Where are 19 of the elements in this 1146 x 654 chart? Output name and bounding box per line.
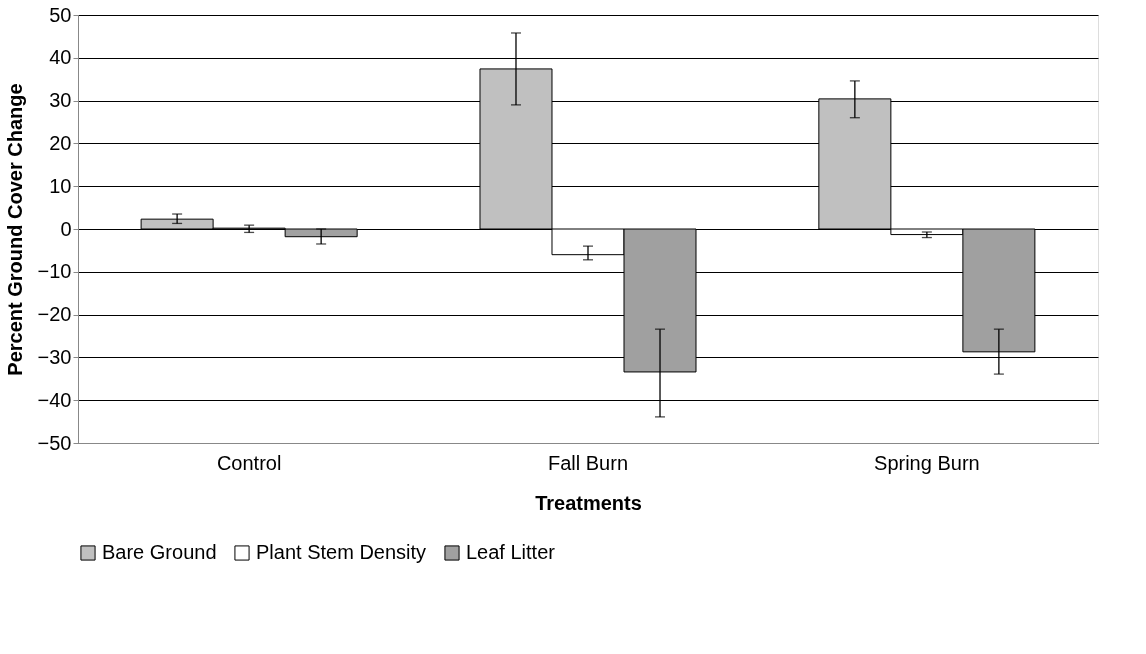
y-tick-label: −50: [37, 431, 72, 454]
legend-label: Plant Stem Density: [256, 541, 427, 563]
y-tick-label: 50: [49, 3, 72, 26]
y-tick-label: −10: [37, 260, 72, 283]
y-tick-label: 40: [49, 46, 72, 69]
x-tick-label: Spring Burn: [874, 451, 980, 474]
y-tick-label: −20: [37, 303, 72, 326]
x-tick-label: Control: [216, 451, 282, 474]
y-tick-label: 0: [60, 217, 72, 240]
legend-label: Leaf Litter: [466, 541, 556, 563]
y-tick-label: −40: [37, 388, 72, 411]
x-tick-label: Fall Burn: [547, 451, 629, 474]
y-tick-label: 10: [49, 174, 72, 197]
y-tick-label: 20: [49, 131, 72, 154]
y-tick-label: 30: [49, 89, 72, 112]
y-axis-title: Percent Ground Cover Change: [3, 83, 26, 376]
y-tick-label: −30: [37, 345, 72, 368]
x-axis-title: Treatments: [535, 491, 642, 514]
legend-label: Bare Ground: [102, 541, 217, 563]
